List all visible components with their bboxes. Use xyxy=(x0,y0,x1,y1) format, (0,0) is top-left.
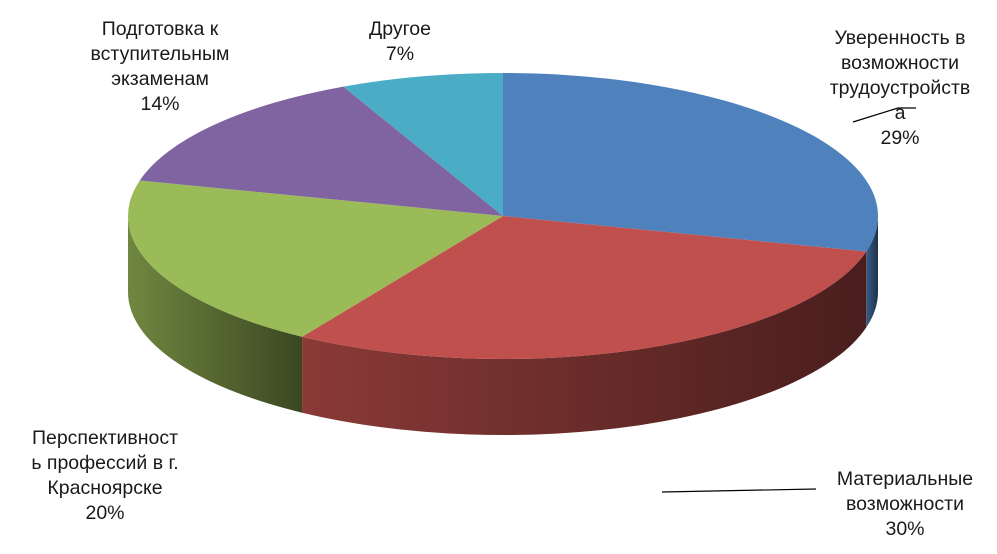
label-employment: Уверенность в возможности трудоустройств… xyxy=(829,27,971,149)
leader-line-employment xyxy=(852,107,916,123)
pie-side-перспективность-профессий-в-г-красноярске xyxy=(128,216,303,413)
pie-slice-уверенность-в-возможности-трудоустройства xyxy=(503,73,878,252)
pie-tops xyxy=(127,73,878,360)
pie-sides xyxy=(128,216,878,436)
leader-lines xyxy=(661,107,916,493)
label-perspective: Перспективност ь профессий в г. Краснояр… xyxy=(31,427,179,524)
pie-slice-перспективность-профессий-в-г-красноярске xyxy=(127,180,503,337)
pie-side-уверенность-в-возможности-трудоустройства xyxy=(866,216,878,328)
pie-slice-другое xyxy=(343,73,503,216)
label-other: Другое 7% xyxy=(369,18,431,65)
label-material: Материальные возможности 30% xyxy=(836,468,974,540)
label-exam-prep: Подготовка к вступительным экзаменам 14% xyxy=(90,18,230,115)
pie-slice-подготовка-к-вступительным-экзаменам xyxy=(139,86,503,216)
pie-slice-материальные-возможности xyxy=(302,216,867,360)
leader-line-material xyxy=(661,488,817,493)
pie-side-материальные-возможности xyxy=(302,251,867,436)
